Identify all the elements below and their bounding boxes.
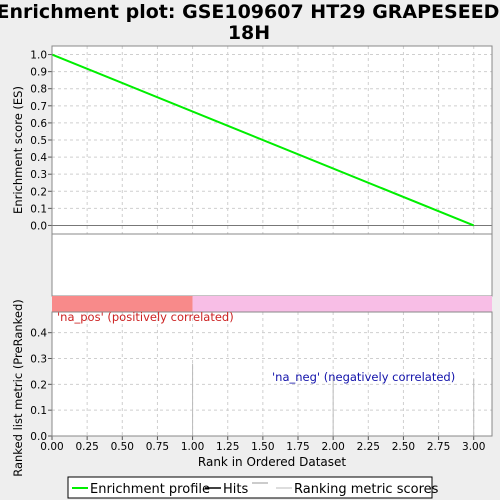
- es-y-tick-label: 1.0: [30, 50, 47, 62]
- x-tick-label: 0.75: [146, 441, 169, 453]
- x-tick-label: 0.50: [111, 441, 134, 453]
- legend-enrichment-label: Enrichment profile: [90, 482, 210, 497]
- x-tick-label: 1.00: [181, 441, 204, 453]
- metric-y-tick-label: 0.3: [30, 354, 47, 366]
- x-axis-label: Rank in Ordered Dataset: [198, 455, 346, 469]
- es-y-tick-label: 0.9: [30, 67, 47, 79]
- chart-title-line-1: Enrichment plot: GSE109607 HT29 GRAPESEE…: [0, 1, 499, 23]
- hits-panel: [51, 233, 493, 297]
- es-y-axis-label: Enrichment score (ES): [11, 86, 25, 214]
- es-y-tick-label: 0.3: [30, 169, 47, 181]
- chart-title-line-2: 18H: [228, 22, 270, 44]
- metric-panel-frame: [51, 311, 493, 437]
- es-y-tick-label: 0.1: [30, 203, 47, 215]
- x-tick-label: 2.75: [427, 441, 450, 453]
- positive-correlation-label: 'na_pos' (positively correlated): [57, 310, 234, 324]
- metric-bars: [192, 363, 475, 436]
- x-tick-label: 1.50: [251, 441, 274, 453]
- es-y-tick-label: 0.4: [30, 152, 47, 164]
- es-y-tick-label: 0.2: [30, 186, 47, 198]
- metric-y-tick-label: 0.4: [30, 328, 47, 340]
- metric-y-axis-label: Ranked list metric (PreRanked): [11, 299, 25, 477]
- x-tick-label: 2.50: [392, 441, 415, 453]
- metric-y-tick-label: 0.0: [30, 431, 47, 443]
- x-tick-label: 1.25: [216, 441, 239, 453]
- positive-correlation-segment: [52, 296, 193, 312]
- es-y-tick-label: 0.6: [30, 118, 47, 130]
- negative-correlation-label: 'na_neg' (negatively correlated): [272, 370, 455, 384]
- x-tick-label: 1.75: [286, 441, 309, 453]
- es-y-tick-label: 0.8: [30, 84, 47, 96]
- metric-x-ticks: 0.00 0.25 0.50 0.75 1.00 1.25 1.50 1.75 2.00 2.25…: [40, 436, 485, 453]
- es-y-ticks: 0.0 0.1 0.2 0.3 0.4 0.5 0.6 0.7 0.8 0.9 1.0: [30, 50, 52, 232]
- legend-box: [67, 476, 433, 499]
- legend-hits-label: Hits: [223, 482, 248, 497]
- x-tick-label: 0.25: [75, 441, 98, 453]
- es-y-tick-label: 0.7: [30, 101, 47, 113]
- metric-y-tick-label: 0.2: [30, 379, 47, 391]
- correlation-bar: [52, 296, 492, 312]
- x-tick-label: 2.00: [321, 441, 344, 453]
- x-tick-label: 2.25: [357, 441, 380, 453]
- es-grid: [51, 46, 492, 234]
- es-y-tick-label: 0.0: [30, 220, 47, 232]
- metric-y-tick-label: 0.1: [30, 405, 47, 417]
- enrichment-profile-line: [51, 53, 475, 227]
- metric-y-ticks: 0.0 0.1 0.2 0.3 0.4: [30, 328, 52, 443]
- es-y-tick-label: 0.5: [30, 135, 47, 147]
- x-tick-label: 0.00: [40, 441, 63, 453]
- x-tick-label: 3.00: [462, 441, 485, 453]
- negative-correlation-segment: [192, 296, 492, 312]
- legend-ranking-label: Ranking metric scores: [294, 482, 439, 497]
